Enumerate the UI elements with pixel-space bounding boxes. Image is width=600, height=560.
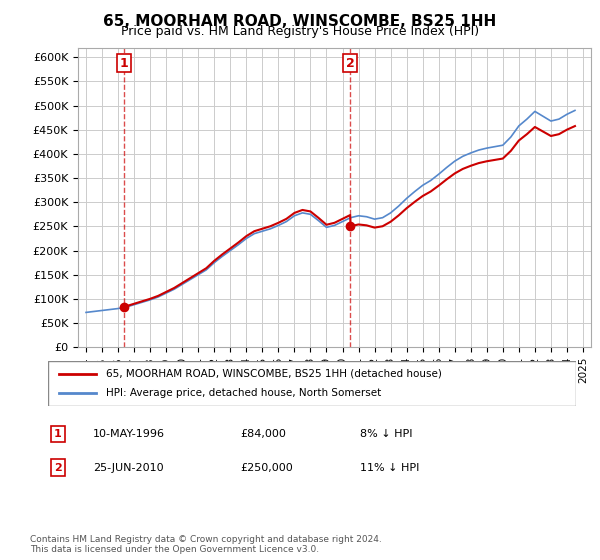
Text: £84,000: £84,000: [240, 429, 286, 439]
Text: 8% ↓ HPI: 8% ↓ HPI: [360, 429, 413, 439]
Text: 1: 1: [54, 429, 62, 439]
Text: Contains HM Land Registry data © Crown copyright and database right 2024.
This d: Contains HM Land Registry data © Crown c…: [30, 535, 382, 554]
Text: £250,000: £250,000: [240, 463, 293, 473]
Text: 2: 2: [54, 463, 62, 473]
Text: 65, MOORHAM ROAD, WINSCOMBE, BS25 1HH: 65, MOORHAM ROAD, WINSCOMBE, BS25 1HH: [103, 14, 497, 29]
Text: Price paid vs. HM Land Registry's House Price Index (HPI): Price paid vs. HM Land Registry's House …: [121, 25, 479, 38]
Text: 65, MOORHAM ROAD, WINSCOMBE, BS25 1HH (detached house): 65, MOORHAM ROAD, WINSCOMBE, BS25 1HH (d…: [106, 368, 442, 379]
Text: 25-JUN-2010: 25-JUN-2010: [93, 463, 164, 473]
Text: 11% ↓ HPI: 11% ↓ HPI: [360, 463, 419, 473]
Text: HPI: Average price, detached house, North Somerset: HPI: Average price, detached house, Nort…: [106, 389, 382, 399]
Text: 1: 1: [119, 57, 128, 69]
Text: 2: 2: [346, 57, 355, 69]
FancyBboxPatch shape: [48, 361, 576, 406]
Text: 10-MAY-1996: 10-MAY-1996: [93, 429, 165, 439]
